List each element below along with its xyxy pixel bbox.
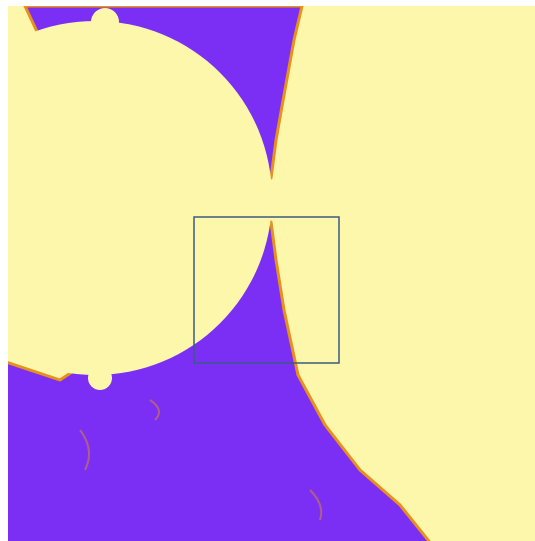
- fractal-view: [0, 0, 535, 541]
- page: (() => { const data = JSON.parse(documen…: [0, 0, 535, 541]
- small-bulb: [88, 366, 112, 390]
- small-bulb: [91, 8, 119, 36]
- fractal-image: [0, 6, 535, 541]
